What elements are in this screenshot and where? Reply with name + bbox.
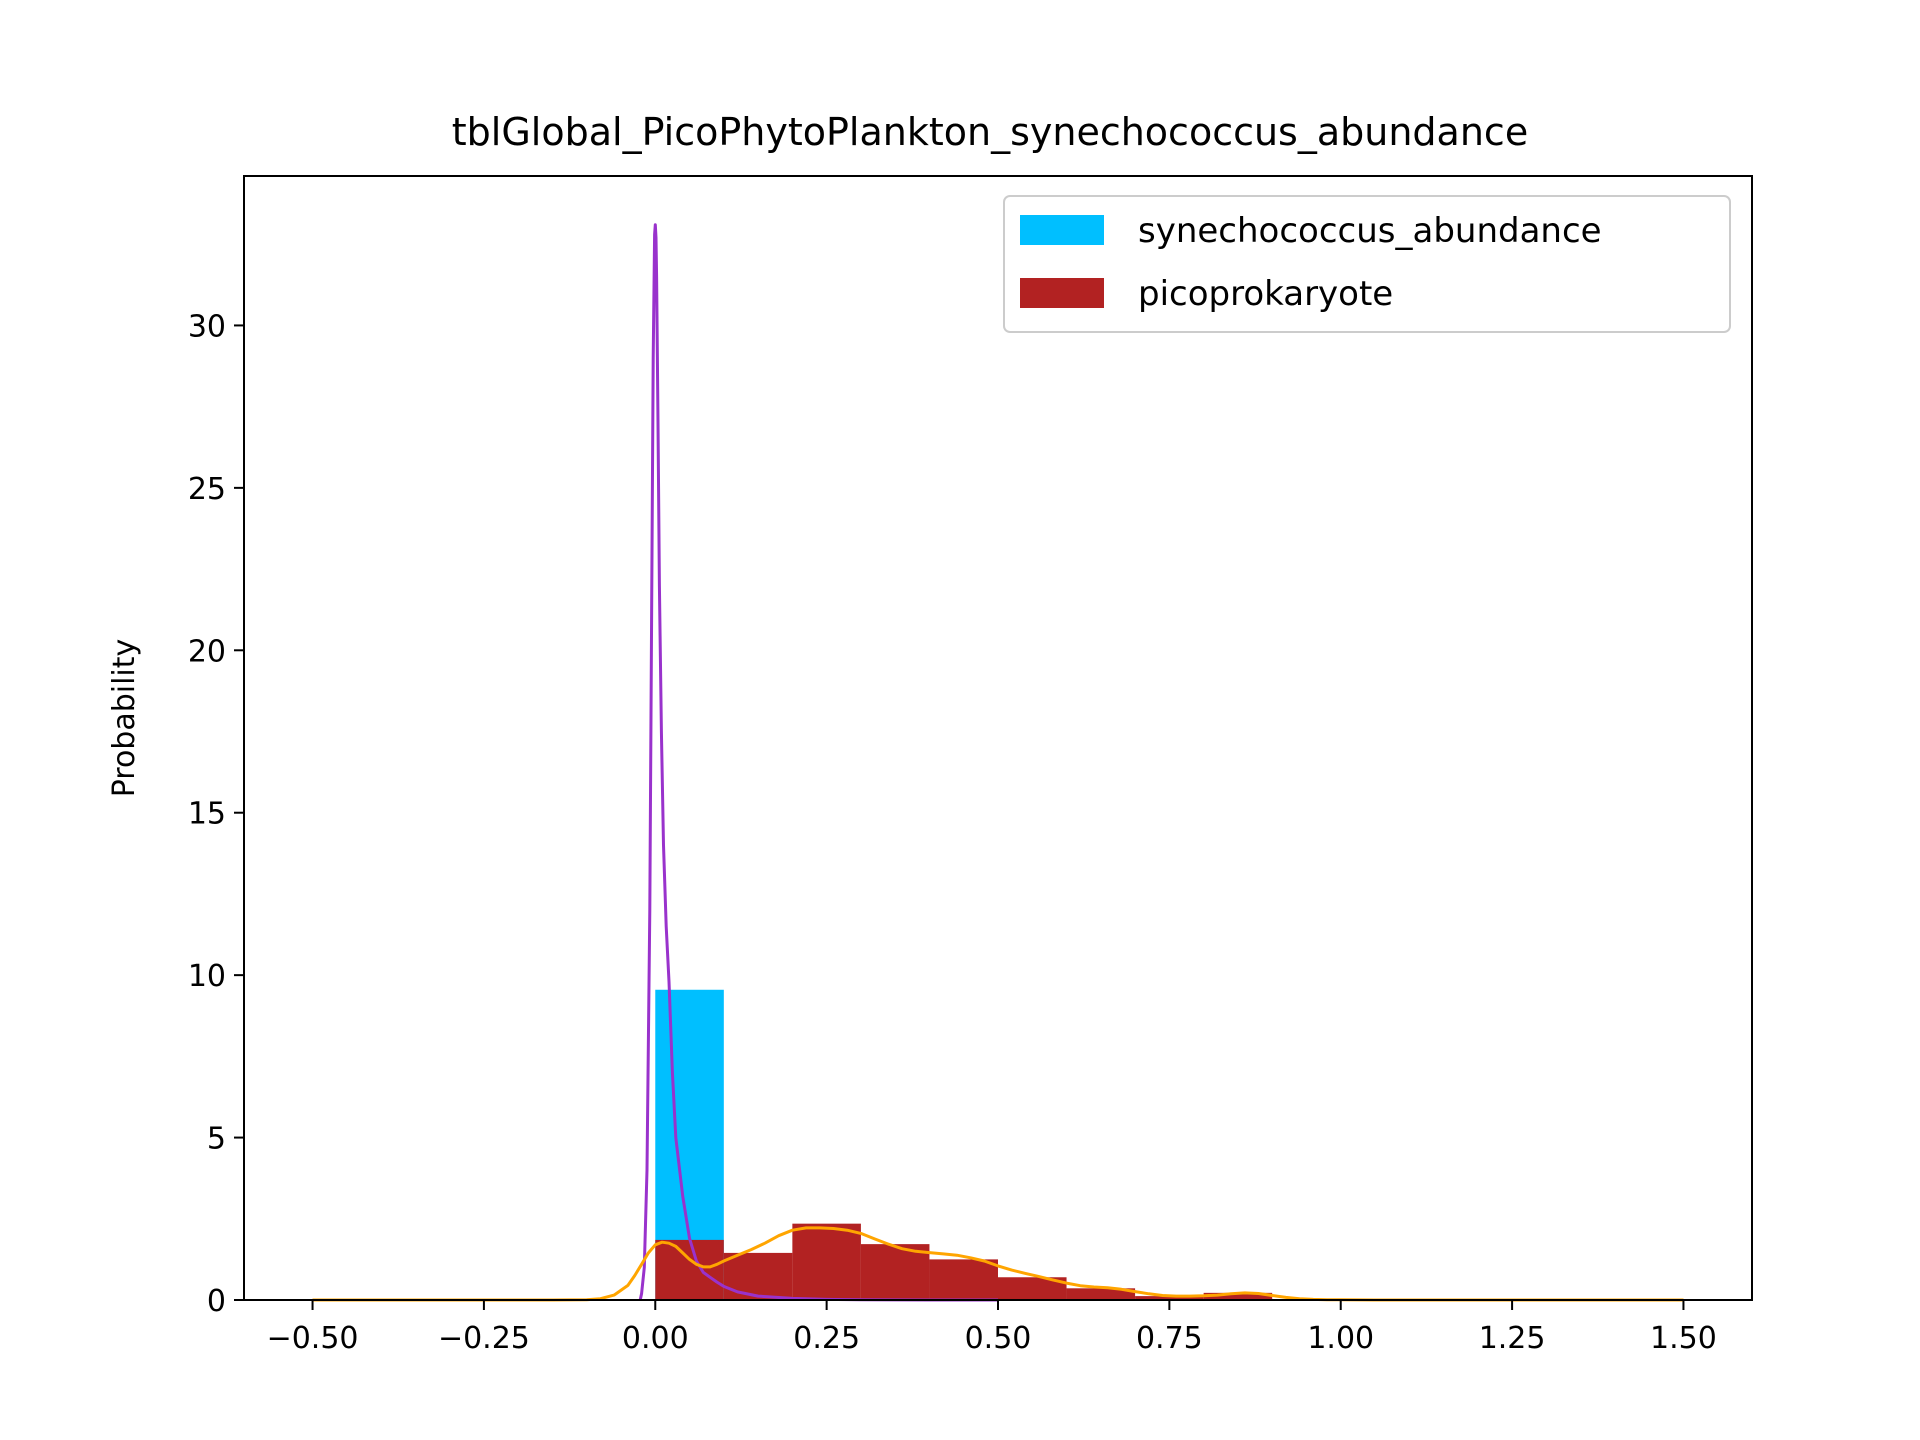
- y-tick-label: 25: [188, 472, 226, 507]
- chart-title: tblGlobal_PicoPhytoPlankton_synechococcu…: [452, 110, 1528, 154]
- density-curve-1: [312, 1226, 1684, 1302]
- x-tick-label: 0.25: [793, 1321, 860, 1356]
- x-tick-label: 1.50: [1650, 1321, 1717, 1356]
- y-tick-label: 10: [188, 959, 226, 994]
- x-tick-label: 1.25: [1479, 1321, 1546, 1356]
- bar-picoprokaryote-5: [998, 1277, 1067, 1300]
- bar-picoprokaryote-0: [655, 1239, 724, 1300]
- x-axis: −0.50 −0.25 0.00 0.25 0.50 0.75 1.00 1.25 1.50: [267, 1300, 1717, 1356]
- y-tick-label: 0: [207, 1284, 226, 1319]
- y-tick-label: 5: [207, 1122, 226, 1157]
- x-tick-label: 0.00: [622, 1321, 689, 1356]
- legend-label-synechococcus_abundance: synechococcus_abundance: [1138, 211, 1602, 251]
- legend-frame: [1003, 195, 1731, 333]
- bar-picoprokaryote-6: [1066, 1288, 1136, 1300]
- bar-picoprokaryote-4: [929, 1259, 998, 1300]
- y-axis-label: Probability: [107, 639, 142, 798]
- bar-picoprokaryote-1: [723, 1252, 793, 1300]
- x-tick-label: 1.00: [1307, 1321, 1374, 1356]
- x-tick-label: 0.75: [1136, 1321, 1203, 1356]
- bar-picoprokaryote-8: [1203, 1292, 1273, 1300]
- y-tick-label: 15: [188, 797, 226, 832]
- x-tick-label: −0.25: [438, 1321, 530, 1356]
- y-axis: 0 5 10 15 20 25 30: [188, 309, 244, 1319]
- histogram-bars: [655, 989, 1341, 1300]
- legend-swatch-picoprokaryote: [1020, 278, 1104, 308]
- plot-area: [243, 175, 1753, 1302]
- density-curve-0: [638, 223, 998, 1302]
- y-tick-label: 20: [188, 634, 226, 669]
- bar-picoprokaryote-2: [792, 1223, 861, 1300]
- bar-picoprokaryote-7: [1135, 1296, 1204, 1300]
- x-tick-label: −0.50: [267, 1321, 359, 1356]
- bar-picoprokaryote-3: [860, 1244, 930, 1300]
- legend: synechococcus_abundance picoprokaryote: [1003, 195, 1731, 333]
- x-tick-label: 0.50: [965, 1321, 1032, 1356]
- legend-swatch-synechococcus_abundance: [1020, 215, 1104, 245]
- density-curves: [312, 223, 1684, 1302]
- legend-label-picoprokaryote: picoprokaryote: [1138, 274, 1393, 314]
- y-tick-label: 30: [188, 309, 226, 344]
